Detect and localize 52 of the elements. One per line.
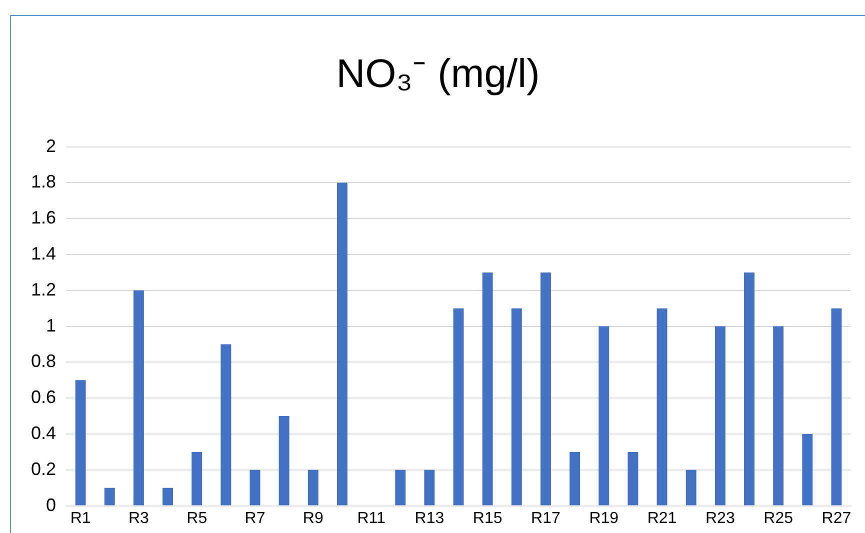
bar xyxy=(220,344,232,506)
bar xyxy=(598,326,610,506)
x-tick-label: R3 xyxy=(128,510,150,527)
bar xyxy=(802,434,813,506)
bar xyxy=(250,470,260,506)
x-tick-label: R23 xyxy=(705,510,735,527)
bar xyxy=(453,308,464,506)
bar xyxy=(714,326,726,506)
bar xyxy=(656,308,668,506)
y-tick-label: 2 xyxy=(46,136,56,156)
x-tick-label: R19 xyxy=(589,510,619,527)
bar xyxy=(133,290,144,506)
bar xyxy=(162,488,174,506)
y-tick-label: 1 xyxy=(46,315,56,336)
bar xyxy=(395,470,406,506)
x-tick-label: R17 xyxy=(531,510,561,527)
bar xyxy=(744,272,754,506)
x-tick-label: R25 xyxy=(764,510,794,527)
bar xyxy=(773,326,784,506)
y-tick-label: 0.8 xyxy=(30,351,56,372)
x-tick-label: R11 xyxy=(357,510,386,527)
y-tick-label: 0.4 xyxy=(30,422,56,443)
x-tick-label: R27 xyxy=(822,510,852,527)
bar xyxy=(628,452,638,506)
y-tick-label: 1.6 xyxy=(30,208,56,228)
y-tick-label: 1.2 xyxy=(30,279,56,300)
bar xyxy=(482,272,493,506)
y-tick-label: 0 xyxy=(46,494,56,515)
bar xyxy=(540,272,551,506)
bar xyxy=(308,470,318,506)
bar xyxy=(75,380,86,506)
x-tick-label: R13 xyxy=(414,510,444,527)
bar xyxy=(831,308,842,506)
y-tick-label: 0.2 xyxy=(30,458,56,479)
y-tick-label: 1.8 xyxy=(30,172,56,192)
x-tick-label: R21 xyxy=(647,510,677,527)
x-tick-label: R15 xyxy=(472,510,502,527)
x-tick-label: R7 xyxy=(244,510,266,527)
x-tick-label: R1 xyxy=(70,510,91,527)
bar xyxy=(511,308,522,506)
bar xyxy=(104,488,115,506)
chart-title: NO₃⁻ (mg/l) xyxy=(335,51,541,98)
bar xyxy=(336,182,348,506)
bar xyxy=(278,416,290,506)
bar xyxy=(424,470,435,506)
bar xyxy=(192,452,202,506)
x-tick-label: R9 xyxy=(302,510,324,527)
bar xyxy=(570,452,580,506)
bar xyxy=(686,470,696,506)
y-tick-label: 0.6 xyxy=(30,387,56,408)
y-tick-label: 1.4 xyxy=(30,243,56,264)
x-tick-label: R5 xyxy=(186,510,208,527)
